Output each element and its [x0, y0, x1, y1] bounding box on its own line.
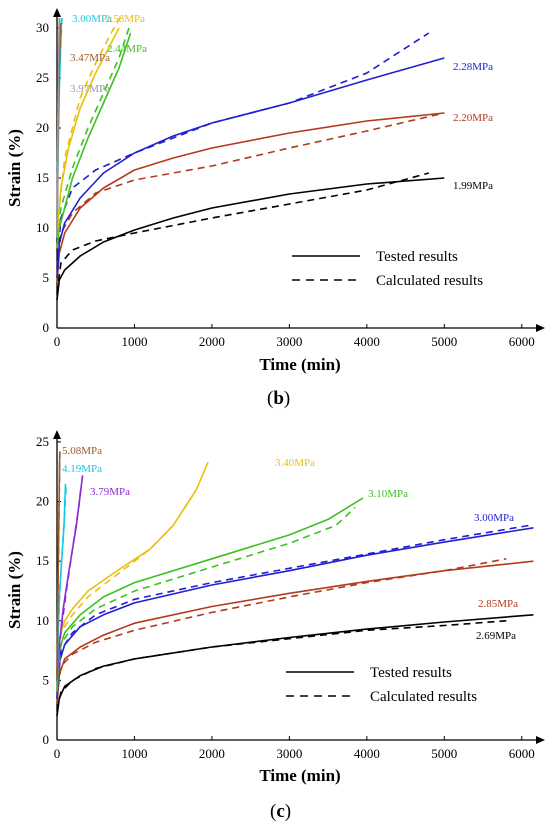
y-tick-label: 0: [43, 320, 50, 335]
panel-paren-open: (: [270, 801, 276, 822]
x-tick-label: 6000: [509, 334, 535, 349]
series-tested-199mpa: [56, 177, 445, 301]
x-tick-label: 5000: [431, 746, 457, 761]
panel-label: (b): [267, 388, 290, 409]
x-tick-label: 1000: [121, 334, 147, 349]
y-tick-label: 20: [36, 120, 49, 135]
series-label-310mpa: 3.10MPa: [368, 488, 408, 500]
x-tick-label: 3000: [276, 334, 302, 349]
series-tested-285mpa: [56, 560, 534, 705]
x-tick-label: 3000: [276, 746, 302, 761]
series-calculated-379mpa: [56, 487, 82, 675]
series-label-199mpa: 1.99MPa: [453, 180, 493, 192]
legend-calculated-label: Calculated results: [370, 689, 477, 705]
x-tick-label: 0: [54, 746, 61, 761]
x-axis-arrow: [536, 736, 545, 744]
x-tick-label: 1000: [121, 746, 147, 761]
panel-label: (c): [270, 801, 291, 822]
y-tick-label: 15: [36, 170, 49, 185]
chart-panel-c: Strain (%) Time (min) (c) Tested results…: [5, 430, 545, 822]
y-tick-label: 0: [43, 732, 50, 747]
series-label-244mpa: 2.44MPa: [107, 43, 147, 55]
panel-paren-open: (: [267, 388, 273, 409]
legend-tested-label: Tested results: [370, 665, 452, 681]
series-label-300mpa: 3.00MPa: [474, 512, 514, 524]
series-calculated-199mpa: [56, 172, 430, 294]
series-label-228mpa: 2.28MPa: [453, 61, 493, 73]
series-label-347mpa: 3.47MPa: [70, 52, 110, 64]
legend: Tested results Calculated results: [286, 665, 477, 705]
series-tested-310mpa: [56, 497, 364, 693]
series-calculated-269mpa: [56, 620, 507, 711]
series-tested-300mpa: [56, 527, 534, 699]
x-axis-label: Time (min): [259, 355, 340, 374]
series-label-269mpa: 2.69MPa: [476, 630, 516, 642]
panel-letter: c: [276, 801, 284, 822]
y-tick-label: 25: [36, 434, 49, 449]
series-label-340mpa: 3.40MPa: [275, 457, 315, 469]
series-calculated-508mpa: [56, 450, 61, 675]
x-tick-label: 0: [54, 334, 61, 349]
y-axis-arrow: [53, 430, 61, 439]
y-axis-arrow: [53, 8, 61, 17]
y-tick-label: 5: [43, 672, 50, 687]
series-label-508mpa: 5.08MPa: [62, 445, 102, 457]
panel-paren-close: ): [284, 388, 290, 409]
series-tested-220mpa: [56, 112, 445, 284]
series-label-258mpa: 2.58MPa: [105, 13, 145, 25]
legend-calculated-label: Calculated results: [376, 273, 483, 289]
x-tick-label: 5000: [431, 334, 457, 349]
series-calculated-220mpa: [56, 112, 445, 279]
series-calculated-340mpa: [56, 495, 194, 675]
series-calculated-244mpa: [56, 22, 132, 239]
y-tick-label: 25: [36, 70, 49, 85]
x-tick-label: 2000: [199, 334, 225, 349]
x-tick-label: 2000: [199, 746, 225, 761]
series-calculated-310mpa: [56, 506, 356, 687]
series-label-419mpa: 4.19MPa: [62, 463, 102, 475]
panel-letter: b: [273, 388, 284, 409]
y-axis-label: Strain (%): [5, 551, 24, 629]
y-tick-label: 10: [36, 613, 49, 628]
y-tick-label: 30: [36, 20, 49, 35]
series-label-220mpa: 2.20MPa: [453, 112, 493, 124]
legend: Tested results Calculated results: [292, 249, 483, 289]
y-tick-label: 5: [43, 270, 50, 285]
x-tick-label: 4000: [354, 334, 380, 349]
y-tick-label: 10: [36, 220, 49, 235]
panel-paren-close: ): [285, 801, 291, 822]
x-axis-label: Time (min): [259, 766, 340, 785]
series-calculated-228mpa: [56, 32, 430, 269]
series-label-285mpa: 2.85MPa: [478, 598, 518, 610]
x-axis-arrow: [536, 324, 545, 332]
x-tick-label: 6000: [509, 746, 535, 761]
y-axis-label: Strain (%): [5, 129, 24, 207]
series-label-379mpa: 3.79MPa: [90, 486, 130, 498]
series-calculated-300mpa: [56, 524, 530, 693]
y-tick-label: 15: [36, 553, 49, 568]
series-label-300mpa: 3.00MPa: [72, 13, 112, 25]
series-calculated-258mpa: [56, 12, 124, 229]
chart-panel-b: Strain (%) Time (min) (b) Tested results…: [5, 8, 545, 409]
x-tick-label: 4000: [354, 746, 380, 761]
series-label-397mpa: 3.97MPa: [70, 83, 110, 95]
y-tick-label: 20: [36, 494, 49, 509]
series-tested-228mpa: [56, 57, 445, 279]
series-tested-244mpa: [56, 32, 132, 249]
legend-tested-label: Tested results: [376, 249, 458, 265]
series-calculated-285mpa: [56, 558, 507, 699]
